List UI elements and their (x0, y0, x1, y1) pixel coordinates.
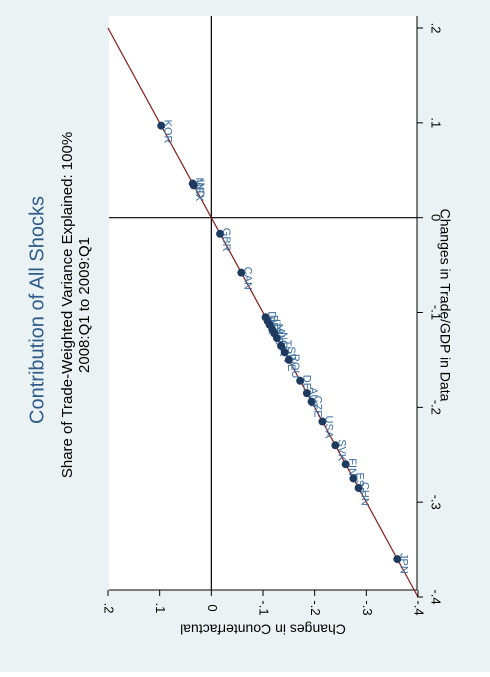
data-point (284, 355, 293, 364)
y-tick-label: .1 (153, 603, 168, 614)
x-tick-label: -.4 (429, 589, 444, 604)
data-point (307, 397, 316, 406)
data-point (237, 268, 246, 277)
y-axis-title: Changes in Counterfactual (180, 621, 346, 637)
y-tick-label: -.4 (412, 600, 427, 615)
y-tick-label: 0 (205, 604, 220, 611)
data-point (157, 121, 166, 130)
x-tick-label: 0 (429, 214, 444, 221)
data-point (272, 334, 281, 343)
data-point (354, 483, 363, 492)
data-point (302, 389, 311, 398)
data-point-label: JPN (397, 553, 409, 574)
data-point (189, 181, 198, 190)
x-axis-title: Changes in Trade/GDP in Data (437, 209, 453, 402)
data-point-label: IND (194, 179, 206, 198)
data-point-label: ROU (289, 354, 301, 379)
data-point (349, 474, 358, 483)
chart-title: Contribution of All Shocks (26, 196, 48, 424)
data-point (393, 555, 402, 564)
y-tick-label: -.1 (257, 600, 272, 615)
x-tick-label: -.2 (429, 400, 444, 415)
data-point-label: FIN (346, 458, 358, 476)
data-point (296, 376, 305, 385)
data-point (280, 348, 289, 357)
data-point-label: CZE (312, 396, 324, 418)
data-point-label: CHN (359, 482, 371, 506)
x-tick-label: -.3 (429, 495, 444, 510)
y-tick-label: .2 (102, 603, 117, 614)
data-point-label: GBR (220, 228, 232, 252)
data-point (318, 417, 327, 426)
data-point-label: KOR (161, 120, 173, 144)
y-tick-label: -.2 (308, 600, 323, 615)
y-tick-label: -.3 (360, 600, 375, 615)
plot-area (109, 16, 417, 590)
data-point (277, 341, 286, 350)
x-tick-label: .1 (429, 117, 444, 128)
data-point (331, 441, 340, 450)
data-point (216, 229, 225, 238)
x-tick-label: .2 (429, 23, 444, 34)
x-tick-label: -.1 (429, 305, 444, 320)
data-point-label: SVK (335, 439, 347, 462)
data-point-label: USA (323, 416, 335, 439)
data-point (341, 460, 350, 469)
chart-subtitle-line1: Share of Trade-Weighted Variance Explain… (59, 132, 76, 478)
chart-subtitle-line2: 2008:Q1 to 2009:Q1 (76, 237, 93, 373)
data-point-label: CAN (241, 267, 253, 290)
